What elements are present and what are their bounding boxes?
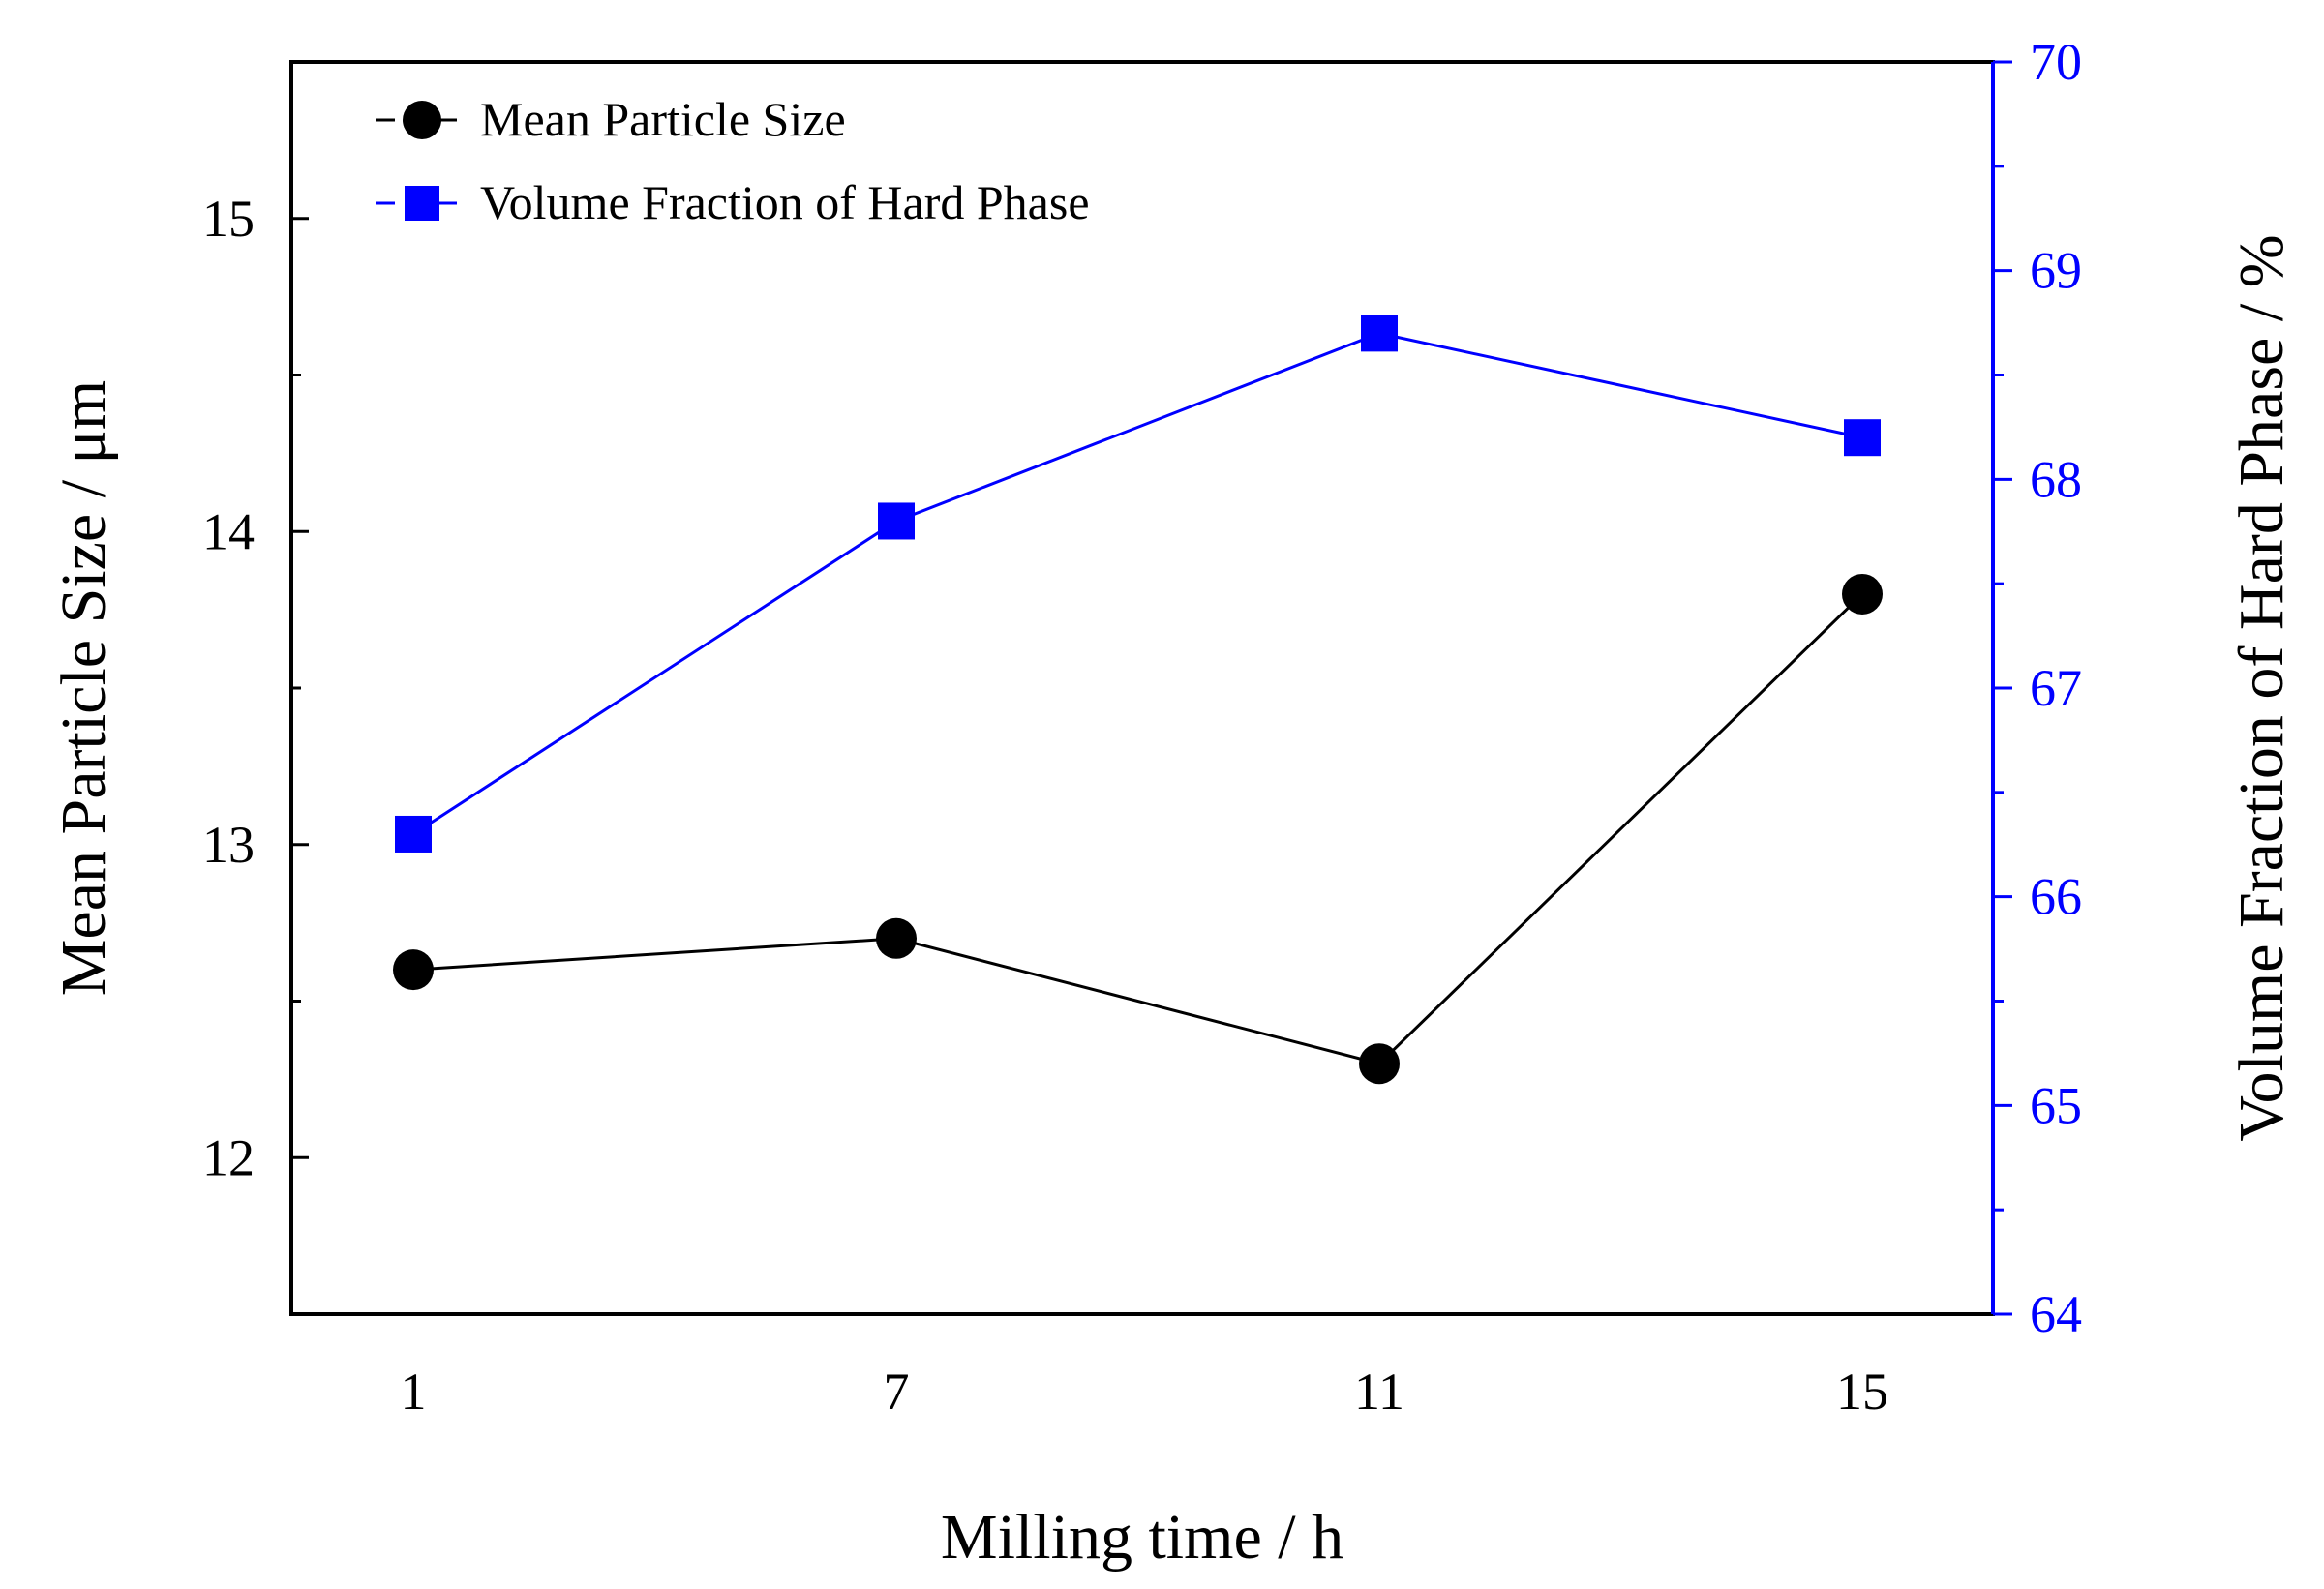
data-point-mean-particle-size: [1842, 573, 1883, 615]
data-point-mean-particle-size: [393, 949, 434, 991]
series-line-volume-fraction-of-hard-phase: [412, 331, 1863, 836]
right-axis-tick-label: 65: [2030, 1076, 2082, 1134]
left-axis-tick-label: 15: [202, 190, 255, 248]
legend-marker-circle: [403, 101, 441, 139]
legend-entry-volume-fraction: Volume Fraction of Hard Phase: [376, 175, 1090, 229]
right-axis-tick-label: 64: [2030, 1285, 2082, 1343]
legend-label-volume-fraction: Volume Fraction of Hard Phase: [480, 175, 1090, 229]
right-axis-tick-label: 68: [2030, 450, 2082, 508]
data-point-volume-fraction-of-hard-phase: [395, 815, 432, 853]
right-y-axis: 64 65 66 67 68 69 70: [1991, 33, 2082, 1343]
series-line-mean-particle-size: [412, 592, 1864, 1065]
right-axis-tick-label: 67: [2030, 659, 2082, 717]
data-point-mean-particle-size: [1359, 1043, 1400, 1085]
series-layer: [393, 315, 1883, 1085]
legend-marker-square: [405, 186, 439, 221]
plot-frame: [289, 60, 1995, 1316]
x-axis-tick-label: 7: [884, 1363, 910, 1421]
legend-entry-mean-particle-size: Mean Particle Size: [376, 92, 846, 146]
left-y-axis-label: Mean Particle Size / μm: [48, 380, 119, 997]
x-axis-tick-label: 11: [1354, 1363, 1404, 1421]
right-axis-tick-label: 70: [2030, 33, 2082, 91]
data-point-volume-fraction-of-hard-phase: [878, 502, 915, 540]
left-axis-tick-label: 14: [202, 502, 255, 560]
right-axis-tick-label: 69: [2030, 242, 2082, 300]
data-point-mean-particle-size: [876, 917, 917, 959]
legend-label-mean-particle-size: Mean Particle Size: [480, 92, 846, 146]
x-axis: 1 7 11 15: [401, 1363, 1889, 1421]
right-axis-tick-label: 66: [2030, 868, 2082, 926]
left-axis-tick-label: 12: [202, 1128, 255, 1186]
data-point-volume-fraction-of-hard-phase: [1361, 315, 1398, 352]
data-point-volume-fraction-of-hard-phase: [1844, 419, 1881, 457]
left-axis-tick-label: 13: [202, 816, 255, 874]
right-y-axis-label: Volume Fraction of Hard Phase / %: [2226, 234, 2297, 1141]
legend: Mean Particle Size Volume Fraction of Ha…: [376, 92, 1090, 229]
left-y-axis: 12 13 14 15: [202, 60, 309, 1316]
x-axis-tick-label: 15: [1836, 1363, 1888, 1421]
x-axis-label: Milling time / h: [941, 1502, 1343, 1573]
x-axis-tick-label: 1: [401, 1363, 427, 1421]
